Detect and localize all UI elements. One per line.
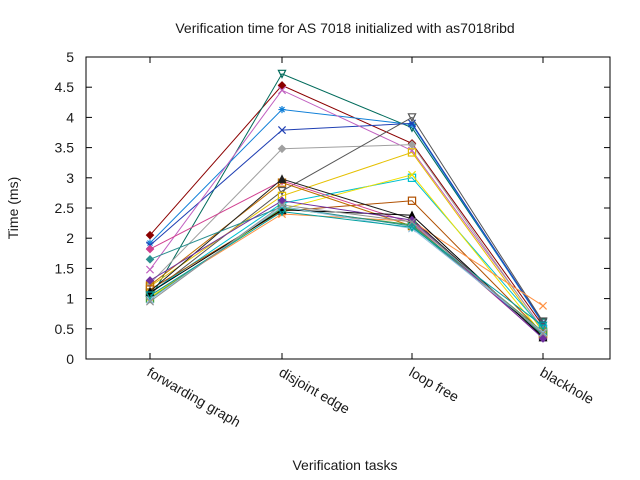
series-line bbox=[149, 206, 544, 333]
y-tick-label: 2 bbox=[66, 230, 74, 246]
series-line bbox=[149, 206, 544, 336]
series-line bbox=[149, 177, 544, 330]
y-tick-label: 4 bbox=[66, 109, 74, 125]
y-axis: 0 0.5 1 1.5 2 2.5 3 3.5 4 4.5 5 bbox=[55, 49, 610, 367]
data-point bbox=[407, 140, 417, 149]
series-layer bbox=[145, 69, 548, 343]
data-point bbox=[277, 207, 287, 217]
y-tick-label: 0.5 bbox=[55, 321, 75, 337]
series-17 bbox=[145, 202, 548, 340]
series-line bbox=[149, 200, 544, 334]
data-point bbox=[145, 291, 155, 301]
y-tick-label: 5 bbox=[66, 49, 74, 65]
series-line bbox=[149, 211, 544, 327]
data-point bbox=[538, 321, 548, 331]
data-point bbox=[146, 239, 154, 247]
series-5 bbox=[145, 86, 548, 333]
y-tick-label: 3 bbox=[66, 170, 74, 186]
data-point bbox=[145, 255, 155, 264]
data-point bbox=[277, 69, 287, 79]
data-point bbox=[145, 297, 155, 306]
y-tick-label: 0 bbox=[66, 351, 74, 367]
data-point bbox=[538, 328, 548, 337]
series-line bbox=[149, 207, 544, 333]
data-point bbox=[277, 174, 287, 184]
data-point bbox=[278, 105, 286, 114]
x-tick-label: loop free bbox=[407, 364, 462, 405]
data-point bbox=[277, 186, 287, 197]
y-tick-label: 1.5 bbox=[55, 260, 75, 276]
series-8 bbox=[145, 148, 548, 337]
data-point bbox=[145, 265, 155, 274]
y-tick-label: 3.5 bbox=[55, 140, 75, 156]
series-line bbox=[149, 204, 544, 334]
data-point bbox=[538, 334, 548, 343]
data-point bbox=[407, 113, 417, 123]
y-axis-label: Time (ms) bbox=[5, 177, 21, 239]
series-line bbox=[149, 84, 544, 327]
data-point bbox=[145, 244, 155, 254]
series-line bbox=[149, 108, 544, 325]
series-line bbox=[149, 122, 544, 324]
x-tick-label: disjoint edge bbox=[277, 364, 353, 417]
data-point bbox=[277, 144, 287, 154]
x-axis-label: Verification tasks bbox=[292, 457, 397, 473]
data-point bbox=[538, 329, 548, 338]
series-line bbox=[149, 213, 544, 307]
series-line bbox=[149, 116, 544, 322]
y-tick-label: 2.5 bbox=[55, 200, 75, 216]
series-line bbox=[149, 144, 544, 331]
series-line bbox=[149, 89, 544, 330]
data-point bbox=[277, 86, 287, 95]
data-point bbox=[407, 196, 417, 205]
data-point bbox=[407, 170, 417, 179]
data-point bbox=[277, 81, 287, 90]
data-point bbox=[145, 276, 155, 285]
series-19 bbox=[145, 196, 548, 343]
data-point bbox=[277, 200, 287, 210]
data-point bbox=[538, 301, 548, 310]
chart-title: Verification time for AS 7018 initialize… bbox=[175, 20, 514, 36]
data-point bbox=[407, 223, 417, 233]
series-9 bbox=[145, 173, 548, 334]
series-line bbox=[149, 73, 544, 324]
series-line bbox=[149, 151, 544, 333]
x-tick-label: blackhole bbox=[538, 364, 597, 408]
data-point bbox=[538, 317, 548, 327]
series-11 bbox=[145, 196, 548, 338]
data-point bbox=[277, 126, 287, 135]
data-point bbox=[408, 121, 416, 129]
y-tick-label: 4.5 bbox=[55, 79, 75, 95]
series-22 bbox=[145, 200, 548, 338]
x-tick-label: forwarding graph bbox=[145, 364, 244, 430]
data-point bbox=[407, 217, 417, 226]
y-tick-label: 1 bbox=[66, 291, 74, 307]
series-4 bbox=[145, 119, 548, 327]
data-point bbox=[407, 148, 417, 157]
data-point bbox=[145, 230, 155, 240]
series-line bbox=[149, 200, 544, 339]
